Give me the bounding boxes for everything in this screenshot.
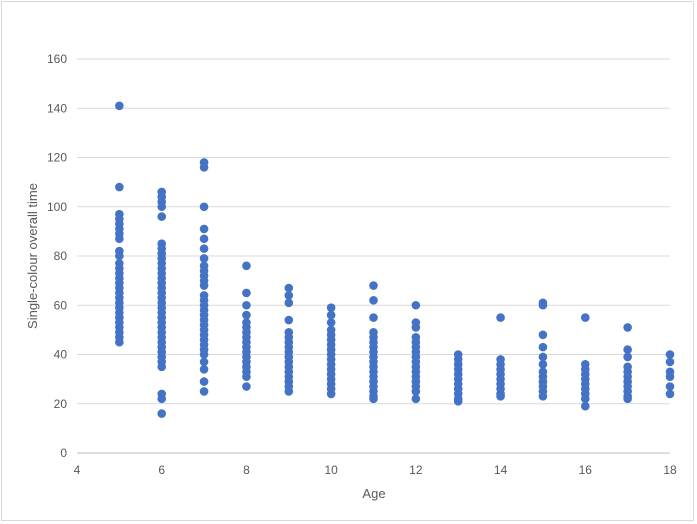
x-tick-label: 12 (409, 463, 423, 477)
data-point (580, 401, 590, 411)
data-point (580, 313, 590, 322)
data-point (326, 389, 336, 399)
data-point (411, 300, 421, 310)
data-point (496, 313, 505, 322)
x-axis-title: Age (362, 486, 385, 501)
data-point (199, 244, 209, 253)
data-point (199, 254, 209, 263)
data-point (411, 394, 421, 404)
data-point (157, 394, 167, 404)
data-point (199, 202, 209, 212)
data-point (242, 300, 251, 310)
data-point (623, 323, 632, 332)
data-point (284, 283, 294, 293)
data-point (665, 372, 675, 381)
data-point (199, 350, 209, 359)
y-tick-label: 100 (47, 200, 67, 214)
x-axis-ticks: 4 6 8 10 12 14 16 18 (74, 463, 677, 477)
x-tick-label: 4 (74, 463, 81, 477)
data-point (157, 409, 167, 418)
data-point (623, 394, 632, 404)
data-point (199, 281, 209, 290)
data-point (284, 387, 294, 396)
data-point (157, 212, 167, 221)
x-tick-label: 14 (494, 463, 508, 477)
x-tick-label: 10 (324, 463, 338, 477)
data-point (242, 382, 251, 391)
data-point (369, 313, 378, 322)
gridlines (77, 58, 670, 454)
data-point (199, 163, 209, 172)
data-point (665, 389, 675, 399)
x-tick-label: 8 (243, 463, 250, 477)
data-point (199, 234, 209, 244)
data-point (115, 234, 124, 244)
data-point (538, 330, 548, 340)
data-point (199, 224, 209, 234)
y-tick-label: 120 (47, 151, 67, 165)
data-point (242, 372, 251, 381)
data-point (199, 364, 209, 374)
y-tick-label: 80 (54, 249, 68, 263)
data-point (326, 318, 336, 327)
data-point (538, 392, 548, 401)
data-point (242, 310, 251, 320)
data-point (623, 345, 632, 354)
data-point (326, 303, 336, 313)
y-tick-label: 40 (54, 348, 68, 362)
data-point (496, 392, 505, 401)
data-point (199, 387, 209, 396)
data-point (369, 281, 378, 290)
data-point (538, 352, 548, 362)
data-point (284, 298, 294, 308)
data-point (242, 261, 251, 271)
data-point (665, 350, 675, 359)
data-point (369, 394, 378, 404)
y-tick-label: 160 (47, 52, 67, 66)
x-tick-label: 18 (663, 463, 677, 477)
data-point (538, 360, 548, 369)
data-point (115, 251, 124, 261)
data-point (284, 315, 294, 325)
data-point (326, 310, 336, 320)
data-point (665, 357, 675, 367)
data-point (115, 101, 124, 111)
x-tick-label: 6 (158, 463, 165, 477)
y-tick-label: 0 (60, 446, 67, 460)
y-axis-ticks: 0 20 40 60 80 100 120 140 160 (47, 52, 67, 460)
data-point (157, 362, 167, 372)
data-point (199, 357, 209, 367)
data-point (157, 202, 167, 212)
x-tick-label: 16 (579, 463, 593, 477)
data-point (284, 291, 294, 300)
data-point (665, 382, 675, 391)
data-point (369, 296, 378, 305)
data-point (411, 387, 421, 396)
data-point (538, 342, 548, 352)
y-tick-label: 140 (47, 101, 67, 115)
data-point (623, 352, 632, 362)
data-point (538, 300, 548, 310)
y-tick-label: 60 (54, 298, 68, 312)
y-axis-title: Single-colour overall time (25, 183, 40, 329)
data-points (115, 101, 675, 418)
data-point (115, 182, 124, 192)
data-point (199, 377, 209, 386)
data-point (453, 396, 463, 406)
data-point (411, 323, 421, 332)
y-tick-label: 20 (54, 397, 68, 411)
data-point (115, 337, 124, 347)
data-point (580, 394, 590, 404)
data-point (242, 288, 251, 298)
